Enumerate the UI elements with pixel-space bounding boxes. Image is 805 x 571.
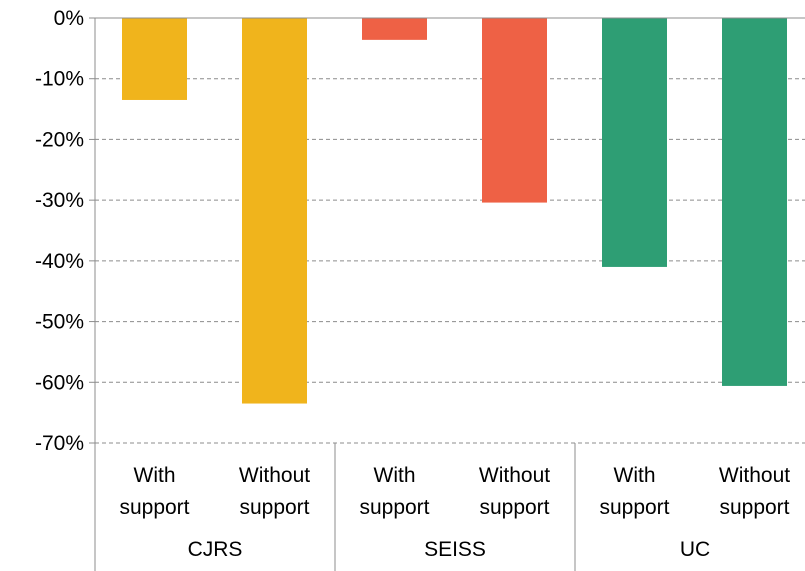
y-tick-label: -70%	[35, 432, 84, 455]
bar-label-line1: Without	[239, 464, 310, 487]
bar-label-line2: support	[479, 496, 549, 519]
bar-label-line1: With	[134, 464, 176, 487]
y-tick-label: -20%	[35, 128, 84, 151]
y-tick-label: -50%	[35, 311, 84, 334]
gridlines	[95, 78, 805, 444]
bars	[122, 18, 787, 404]
y-tick-label: -10%	[35, 68, 84, 91]
group-label: CJRS	[188, 538, 243, 561]
axes	[89, 17, 805, 571]
x-axis-labels: With support Without support CJRS With support…	[119, 464, 790, 561]
bar-label-line1: Without	[719, 464, 790, 487]
y-tick-label: -60%	[35, 371, 84, 394]
y-tick-label: 0%	[54, 7, 84, 30]
bar	[122, 18, 187, 100]
bar-label-line1: With	[614, 464, 656, 487]
y-axis-ticks: 0% -10% -20% -30% -40% -50% -60% -70%	[35, 7, 84, 455]
group-label: SEISS	[424, 538, 486, 561]
y-tick-label: -30%	[35, 189, 84, 212]
bar-label-line2: support	[239, 496, 309, 519]
bar-label-line2: support	[359, 496, 429, 519]
bar	[482, 18, 547, 203]
bar-label-line1: With	[374, 464, 416, 487]
y-tick-label: -40%	[35, 250, 84, 273]
bar-label-line1: Without	[479, 464, 550, 487]
bar	[242, 18, 307, 404]
group-label: UC	[680, 538, 710, 561]
bar-label-line2: support	[719, 496, 789, 519]
bar-label-line2: support	[119, 496, 189, 519]
bar-label-line2: support	[599, 496, 669, 519]
bar	[362, 18, 427, 40]
bar	[722, 18, 787, 386]
bar	[602, 18, 667, 267]
